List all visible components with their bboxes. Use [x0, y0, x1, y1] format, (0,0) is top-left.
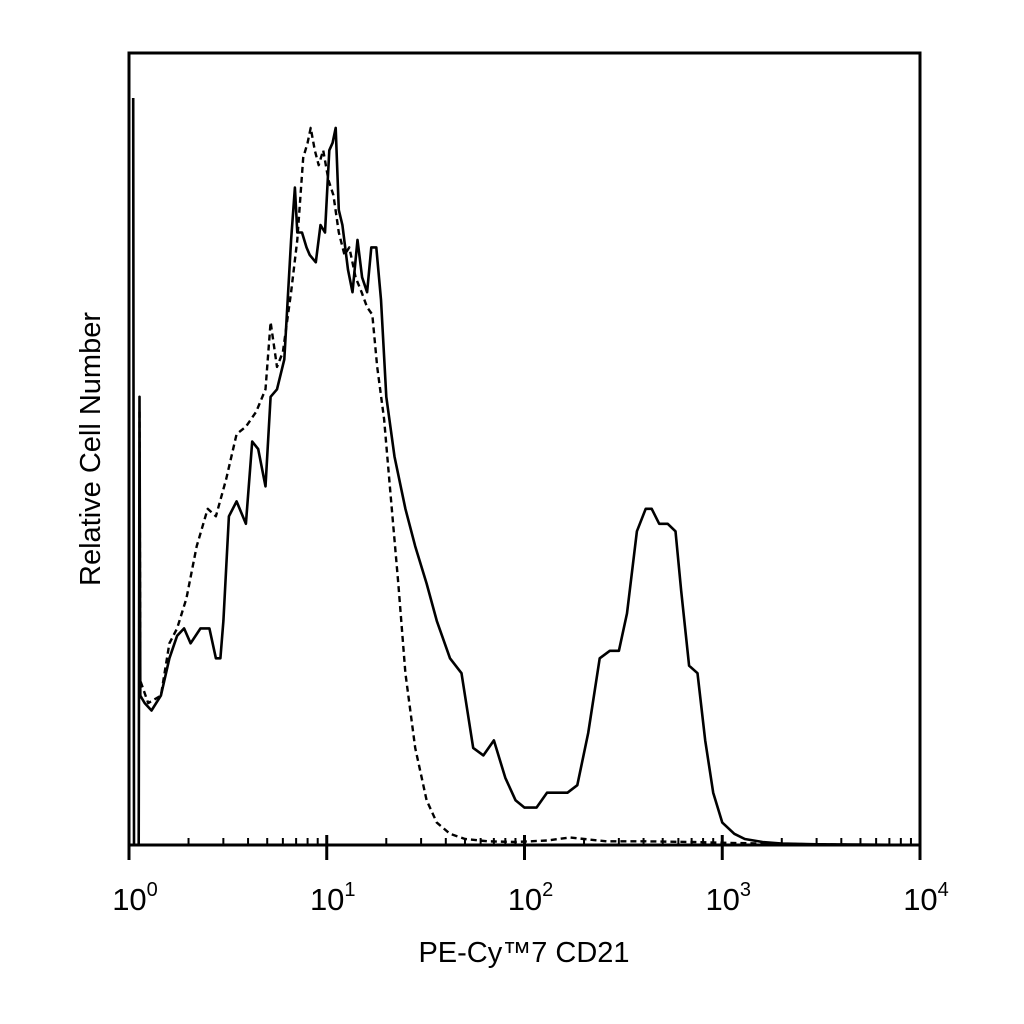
x-tick-base: 10: [112, 882, 146, 917]
x-tick-label: 101: [310, 879, 356, 917]
x-tick-exponent: 3: [740, 879, 751, 901]
x-tick-label: 104: [903, 879, 949, 917]
x-axis-title: PE-Cy™7 CD21: [418, 937, 629, 969]
x-tick-base: 10: [310, 882, 344, 917]
plot-frame: [127, 51, 922, 847]
x-tick-exponent: 4: [938, 879, 949, 901]
y-axis-title: Relative Cell Number: [75, 312, 107, 586]
x-tick-exponent: 2: [542, 879, 553, 901]
x-tick-exponent: 0: [147, 879, 158, 901]
x-tick-base: 10: [508, 882, 542, 917]
x-tick-base: 10: [903, 882, 937, 917]
x-tick-label: 100: [112, 879, 158, 917]
x-axis-tick-labels: 100 101 102 103 104: [112, 879, 949, 917]
series-line-dashed: [138, 126, 921, 847]
x-tick-label: 102: [508, 879, 554, 917]
x-tick-base: 10: [705, 882, 739, 917]
x-tick-exponent: 1: [344, 879, 355, 901]
x-tick-label: 103: [705, 879, 751, 917]
series-layer: [131, 97, 921, 847]
x-axis-ticks: [127, 835, 922, 860]
series-line-solid: [131, 97, 921, 847]
